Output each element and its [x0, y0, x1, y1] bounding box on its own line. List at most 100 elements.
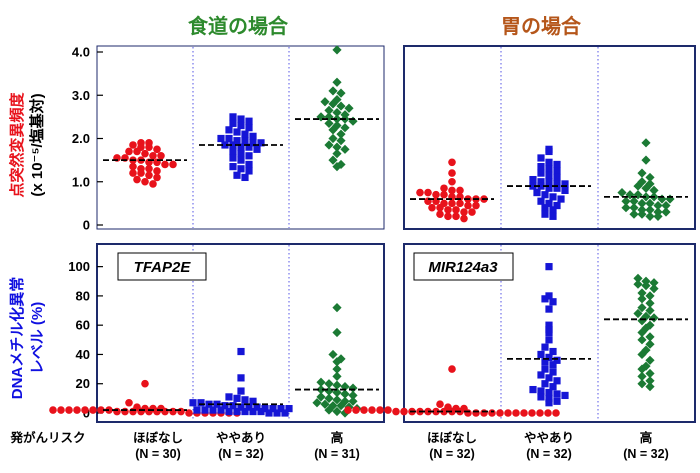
data-point [49, 406, 57, 414]
data-point [528, 409, 536, 417]
data-point [229, 154, 237, 162]
data-point [125, 147, 133, 156]
data-point [641, 138, 651, 148]
data-point [185, 409, 193, 417]
y-axis-unit-top: (x 10⁻⁵/塩基対) [28, 93, 46, 196]
data-point [316, 384, 326, 395]
data-point [257, 407, 265, 416]
data-point [549, 193, 557, 201]
data-point [133, 175, 141, 184]
data-point [545, 178, 553, 186]
data-point [217, 406, 225, 414]
data-point [253, 403, 261, 411]
panel-frame-esophagus-mutation [96, 45, 385, 230]
data-point [129, 169, 137, 177]
data-point [653, 211, 663, 221]
data-point [229, 163, 237, 171]
data-point [549, 383, 557, 391]
data-point [225, 126, 233, 134]
data-point [541, 380, 549, 388]
data-point [544, 409, 552, 417]
data-point [348, 396, 358, 406]
data-point [468, 208, 476, 216]
data-point [537, 169, 545, 177]
y-tick-label: 0 [83, 218, 90, 233]
data-point [637, 198, 647, 208]
data-point [645, 339, 655, 349]
data-point [637, 303, 647, 313]
data-point [320, 97, 330, 107]
data-point [480, 409, 488, 417]
data-point [545, 336, 553, 344]
data-point [641, 345, 651, 355]
panel-frame-stomach-methylation [403, 243, 696, 423]
data-point [281, 409, 289, 417]
data-point [645, 211, 655, 221]
data-point [645, 205, 655, 215]
data-point [545, 158, 553, 166]
data-point [637, 209, 647, 219]
data-point [537, 154, 545, 162]
data-point [332, 77, 342, 87]
data-point [529, 385, 537, 394]
data-point [328, 155, 338, 165]
data-point [324, 140, 334, 150]
data-point [209, 406, 217, 414]
data-point [249, 139, 257, 147]
data-point [376, 406, 384, 414]
data-point [73, 406, 81, 414]
data-point [285, 405, 293, 413]
data-point [472, 201, 480, 210]
data-point [617, 187, 627, 198]
data-point [332, 371, 342, 382]
category-n-label: (N = 32) [429, 447, 475, 461]
data-points [49, 45, 675, 418]
data-point [340, 144, 350, 154]
data-point [257, 139, 265, 147]
panel-frame-esophagus-methylation [96, 243, 385, 423]
data-point [541, 295, 549, 303]
y-axis-title-top: 点突然変異頻度 [8, 92, 26, 198]
data-point [557, 195, 565, 203]
data-point [541, 210, 549, 218]
data-point [645, 298, 655, 308]
data-point [649, 313, 659, 323]
data-point [197, 399, 205, 407]
data-point [448, 158, 456, 167]
data-point [336, 88, 346, 98]
data-point [545, 399, 553, 407]
data-point [332, 45, 342, 55]
category-n-label: (N = 32) [526, 447, 572, 461]
data-point [472, 409, 480, 417]
data-point [145, 164, 153, 173]
data-point [328, 133, 338, 144]
data-point [344, 406, 352, 414]
data-point [237, 403, 245, 411]
data-point [444, 206, 452, 214]
data-point [169, 160, 177, 169]
data-point [424, 188, 432, 197]
data-point [645, 355, 655, 365]
data-point [229, 119, 237, 127]
data-point [641, 311, 651, 321]
data-point [637, 379, 647, 389]
data-point [645, 198, 655, 208]
data-point [637, 349, 647, 360]
data-point [221, 141, 229, 149]
data-point [537, 163, 545, 171]
category-label: 高 [640, 430, 653, 445]
data-point [277, 405, 285, 413]
data-point [537, 393, 545, 401]
y-tick-label: 2.0 [72, 131, 90, 146]
data-point [545, 292, 553, 300]
data-point [145, 407, 153, 416]
data-point [225, 407, 233, 416]
data-point [265, 409, 273, 417]
data-point [332, 357, 342, 367]
panel-frame-stomach-mutation [403, 45, 696, 230]
data-point [448, 199, 456, 208]
data-point [129, 141, 137, 149]
data-point [245, 167, 253, 175]
data-point [384, 406, 392, 414]
